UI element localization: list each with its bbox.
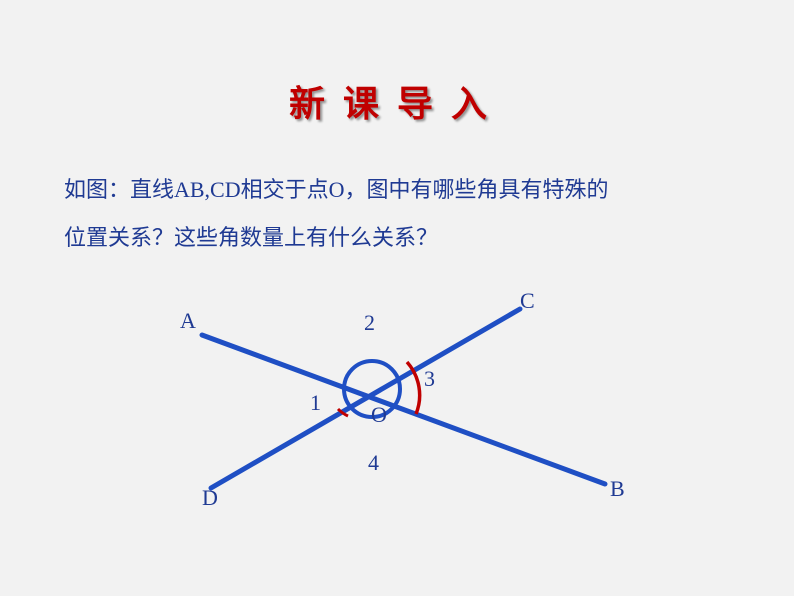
question-line-2: 位置关系？这些角数量上有什么关系？ <box>64 214 734 262</box>
label-a: A <box>180 308 196 334</box>
label-c: C <box>520 288 535 314</box>
question-line-1: 如图：直线AB,CD相交于点O，图中有哪些角具有特殊的 <box>64 166 734 214</box>
label-3: 3 <box>424 366 435 392</box>
diagram-svg <box>150 282 630 552</box>
label-4: 4 <box>368 450 379 476</box>
geometry-diagram: A B C D O 1 2 3 4 <box>150 282 630 552</box>
label-1: 1 <box>310 390 321 416</box>
label-b: B <box>610 476 625 502</box>
label-2: 2 <box>364 310 375 336</box>
line-ab <box>202 335 605 484</box>
label-o: O <box>371 402 387 428</box>
slide-title: 新课导入 <box>289 84 505 124</box>
question-text: 如图：直线AB,CD相交于点O，图中有哪些角具有特殊的 位置关系？这些角数量上有… <box>64 166 734 263</box>
label-d: D <box>202 485 218 511</box>
slide-title-wrap: 新课导入 <box>0 75 794 127</box>
